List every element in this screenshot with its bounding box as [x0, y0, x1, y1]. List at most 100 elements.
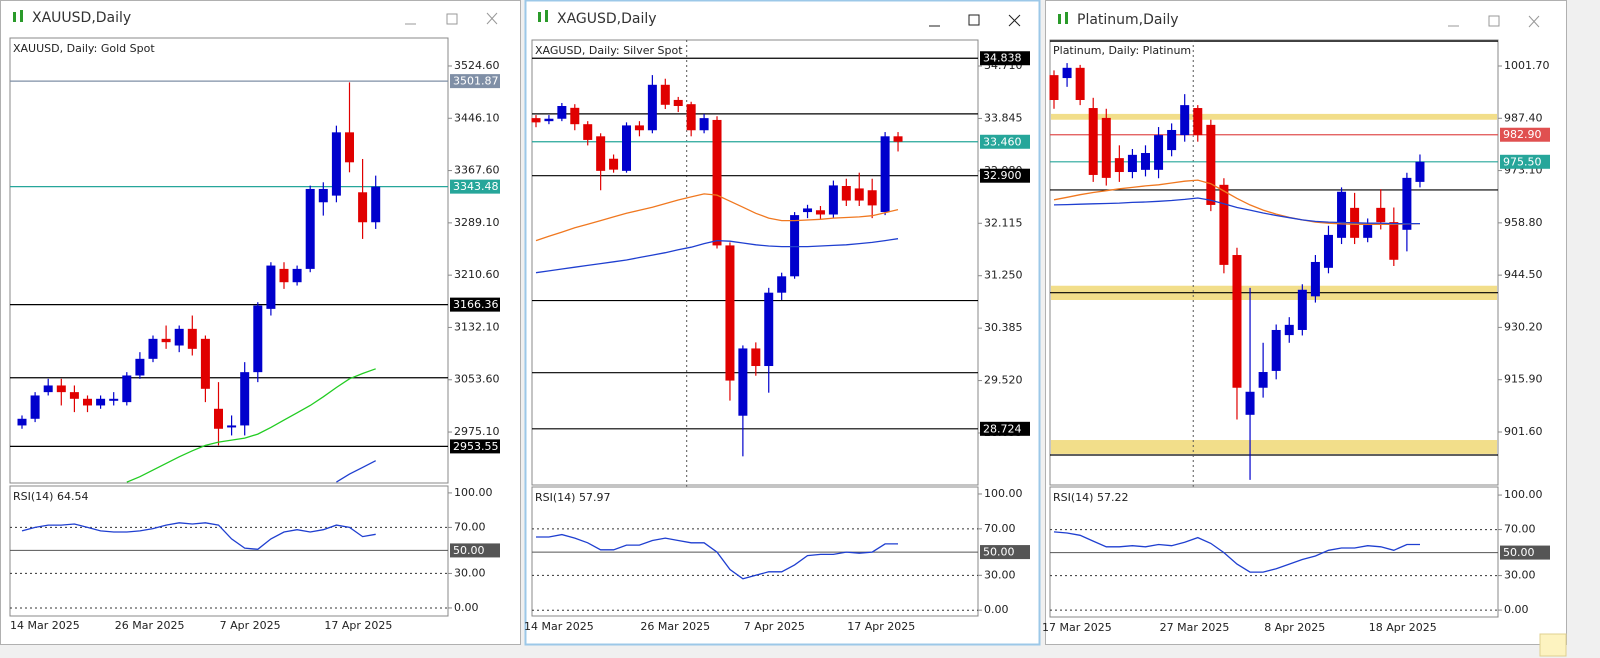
candle-body [148, 338, 158, 359]
price-label-box [980, 51, 1030, 66]
close-button[interactable] [486, 12, 498, 25]
candle-body [174, 328, 184, 346]
candle-body [673, 99, 683, 107]
plot-frame [531, 486, 979, 617]
candle-body [1376, 207, 1386, 223]
candle-body [1245, 391, 1255, 415]
candle-body [305, 188, 315, 269]
candle-body [371, 186, 381, 223]
price-label-box [980, 421, 1030, 436]
candle-body [187, 328, 197, 349]
candle-body [1402, 177, 1412, 230]
x-tick-label: 14 Mar 2025 [524, 620, 594, 633]
candle-body [854, 188, 864, 201]
candle-body [1167, 129, 1177, 151]
candle-body [1206, 124, 1216, 205]
plot-frame [9, 485, 449, 617]
candle-body [292, 268, 302, 283]
candle-body [1114, 158, 1124, 173]
candle-body [609, 158, 619, 170]
y-tick-label: 3210.60 [454, 268, 500, 281]
price-label-box [450, 297, 500, 312]
candle-body [725, 245, 735, 381]
candle-body [1271, 329, 1281, 371]
close-button[interactable] [1008, 14, 1021, 27]
rsi-title: RSI(14) 64.54 [13, 490, 88, 503]
y-tick-label: 33.845 [984, 111, 1023, 124]
y-tick-label: 30.00 [984, 568, 1016, 581]
candle-body [30, 395, 40, 419]
candle-body [1415, 161, 1425, 182]
y-tick-label: 30.385 [984, 321, 1023, 334]
candle-body [764, 292, 774, 367]
candle-body [828, 185, 838, 215]
rsi-title: RSI(14) 57.22 [1053, 491, 1128, 504]
plot-frame [1049, 486, 1499, 618]
y-tick-label: 0.00 [984, 603, 1009, 616]
window-title: XAGUSD,Daily [557, 11, 657, 27]
candle-body [1363, 225, 1373, 238]
price-label: 33.460 [983, 135, 1022, 148]
candle-body [1389, 222, 1399, 260]
close-button[interactable] [1528, 15, 1540, 28]
moving-average [535, 193, 899, 242]
price-label: 50.00 [983, 546, 1015, 559]
candle-body [777, 276, 787, 293]
moving-average [1053, 179, 1421, 225]
candle-body [557, 106, 567, 119]
chart-0: 3524.60 3446.10 3367.60 3289.10 3210.60 3132.… [9, 37, 500, 632]
candle-body [214, 408, 223, 429]
y-tick-label: 29.520 [984, 374, 1023, 387]
candle-body [345, 132, 354, 163]
moving-average [1053, 197, 1420, 225]
icon [20, 10, 23, 22]
candle-body [318, 188, 328, 203]
candle-body [751, 348, 761, 367]
candle-body [1232, 255, 1242, 388]
y-tick-label: 0.00 [1504, 603, 1529, 616]
zone [1051, 113, 1497, 120]
candle-body [1297, 289, 1307, 330]
candle-body [544, 118, 554, 122]
maximize-button[interactable] [968, 14, 980, 26]
maximize-button[interactable] [1488, 15, 1500, 27]
x-tick-label: 17 Mar 2025 [1042, 621, 1112, 634]
y-tick-label: 1001.70 [1504, 59, 1550, 72]
y-tick-label: 70.00 [1504, 523, 1536, 536]
y-tick-label: 70.00 [984, 522, 1016, 535]
price-label-box [1500, 154, 1550, 169]
maximize-button[interactable] [446, 13, 458, 25]
candle-body [122, 375, 132, 403]
rsi-line [536, 533, 898, 580]
candle-body [17, 418, 27, 426]
price-label: 50.00 [1503, 546, 1535, 559]
candle-body [634, 125, 644, 131]
candle-body [880, 136, 890, 213]
candle-body [815, 210, 825, 215]
price-label-box [980, 168, 1030, 183]
price-label-box [450, 439, 500, 454]
y-tick-label: 100.00 [984, 487, 1023, 500]
x-tick-label: 17 Apr 2025 [847, 620, 915, 633]
chart-legend: XAUUSD, Daily: Gold Spot [13, 42, 155, 55]
candle-body [266, 265, 276, 309]
rsi-line [1053, 531, 1420, 573]
candle-body [1310, 261, 1320, 297]
candle-body [583, 124, 593, 140]
candle-body [69, 392, 79, 399]
chart-legend: Platinum, Daily: Platinum [1053, 44, 1191, 57]
candle-body [1323, 234, 1333, 268]
price-label-box [450, 179, 500, 194]
chart-2: 1001.70987.40973.10958.80944.50930.20915… [1042, 39, 1550, 634]
zone [1051, 440, 1497, 454]
y-tick-label: 32.115 [984, 216, 1023, 229]
candle-body [1140, 153, 1150, 170]
x-tick-label: 7 Apr 2025 [220, 619, 281, 632]
moving-average [336, 460, 376, 483]
x-tick-label: 18 Apr 2025 [1369, 621, 1437, 634]
y-tick-label: 3053.60 [454, 373, 500, 386]
y-tick-label: 3446.10 [454, 111, 500, 124]
chart-legend: XAGUSD, Daily: Silver Spot [535, 44, 683, 57]
